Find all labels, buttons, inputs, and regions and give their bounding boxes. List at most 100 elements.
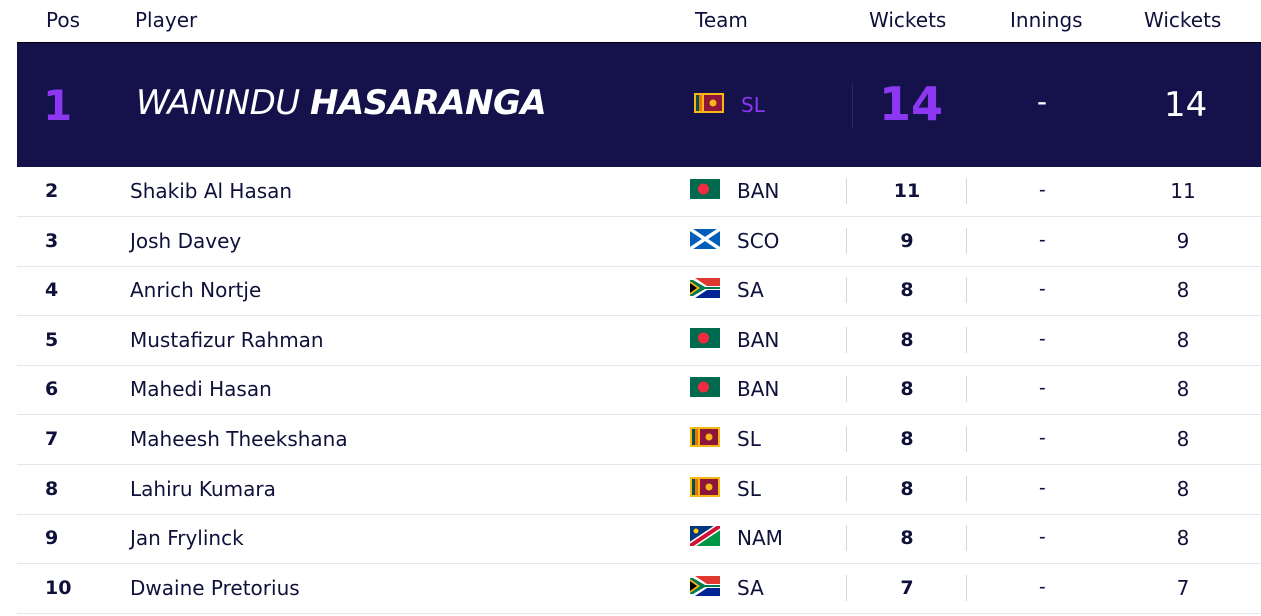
wickets-value-2: 8 xyxy=(1176,526,1190,551)
leader-innings: - xyxy=(1037,85,1047,118)
divider xyxy=(852,83,853,129)
innings-value: - xyxy=(1039,228,1046,251)
table-row[interactable]: 8 Lahiru Kumara SL 8 - 8 xyxy=(17,465,1261,515)
row-pos: 8 xyxy=(45,477,59,500)
wickets-value: 8 xyxy=(900,527,914,550)
innings-value: - xyxy=(1039,278,1046,301)
wickets-value-2: 8 xyxy=(1176,278,1190,303)
team-name: BAN xyxy=(737,377,780,402)
sri-lanka-flag-icon xyxy=(690,427,720,447)
table-row[interactable]: 10 Dwaine Pretorius SA 7 - 7 xyxy=(17,564,1261,614)
wickets-value-2: 8 xyxy=(1176,427,1190,451)
bangladesh-flag-icon xyxy=(690,327,720,348)
wickets-value: 8 xyxy=(900,428,914,450)
divider xyxy=(846,277,847,304)
row-pos: 3 xyxy=(45,229,59,252)
leader-team: SL xyxy=(741,93,765,117)
divider xyxy=(966,178,967,204)
player-name[interactable]: Lahiru Kumara xyxy=(130,476,276,501)
row-pos: 2 xyxy=(45,180,59,202)
player-name[interactable]: Dwaine Pretorius xyxy=(130,575,300,600)
table-row[interactable]: 6 Mahedi Hasan BAN 8 - 8 xyxy=(17,365,1261,416)
player-name[interactable]: Shakib Al Hasan xyxy=(130,179,293,203)
player-name[interactable]: Josh Davey xyxy=(130,228,242,253)
bangladesh-flag-icon xyxy=(690,377,720,398)
divider xyxy=(966,227,967,254)
team-name: SA xyxy=(737,575,764,600)
divider xyxy=(966,376,967,403)
innings-value: - xyxy=(1039,575,1046,598)
header-player[interactable]: Player xyxy=(135,8,198,32)
leader-wickets: 14 xyxy=(879,77,944,131)
divider xyxy=(846,525,847,552)
wickets-value: 9 xyxy=(900,229,914,252)
header-innings[interactable]: Innings xyxy=(1010,8,1083,32)
namibia-flag-icon xyxy=(690,526,720,547)
table-row[interactable]: 4 Anrich Nortje SA 8 - 8 xyxy=(17,266,1261,317)
table-row[interactable]: 9 Jan Frylinck NAM 8 - 8 xyxy=(17,514,1261,565)
row-pos: 4 xyxy=(45,279,59,302)
row-pos: 7 xyxy=(45,428,59,450)
table-header: Pos Player Team Wickets Innings Wickets xyxy=(0,0,1261,42)
team-name: SCO xyxy=(737,228,780,253)
scotland-flag-icon xyxy=(690,228,720,249)
wickets-value-2: 9 xyxy=(1176,228,1190,253)
header-team[interactable]: Team xyxy=(695,8,748,32)
player-name[interactable]: Jan Frylinck xyxy=(130,526,244,551)
wickets-value-2: 8 xyxy=(1176,327,1190,352)
wickets-value-2: 7 xyxy=(1176,575,1190,600)
team-name: NAM xyxy=(737,526,783,551)
wickets-value: 11 xyxy=(893,180,921,202)
innings-value: - xyxy=(1039,526,1046,549)
sri-lanka-flag-icon xyxy=(694,93,724,113)
divider xyxy=(966,326,967,353)
table-row[interactable]: 7 Maheesh Theekshana SL 8 - 8 xyxy=(17,415,1261,465)
leader-wickets-2: 14 xyxy=(1164,85,1208,125)
wickets-value-2: 8 xyxy=(1176,377,1190,402)
south-africa-flag-icon xyxy=(690,278,720,299)
wickets-value-2: 11 xyxy=(1170,179,1196,203)
team-name: SL xyxy=(737,476,761,501)
header-wickets-2[interactable]: Wickets xyxy=(1144,8,1222,32)
table-row[interactable]: 3 Josh Davey SCO 9 - 9 xyxy=(17,217,1261,267)
innings-value: - xyxy=(1039,377,1046,400)
divider xyxy=(966,475,967,502)
leader-first-name: WANINDU xyxy=(136,83,300,123)
player-name[interactable]: Mustafizur Rahman xyxy=(130,327,324,352)
wickets-value: 8 xyxy=(900,477,914,500)
player-name[interactable]: Maheesh Theekshana xyxy=(130,427,348,451)
leader-last-name: HASARANGA xyxy=(309,83,547,123)
wickets-value: 8 xyxy=(900,378,914,401)
divider xyxy=(846,426,847,452)
player-name[interactable]: Anrich Nortje xyxy=(130,278,262,303)
leader-name[interactable]: WANINDU HASARANGA xyxy=(136,83,547,123)
bangladesh-flag-icon xyxy=(690,179,720,199)
divider xyxy=(846,376,847,403)
table-row[interactable]: 2 Shakib Al Hasan BAN 11 - 11 xyxy=(17,167,1261,217)
leader-row[interactable]: 1 WANINDU HASARANGA SL 14 - 14 xyxy=(17,42,1261,167)
divider xyxy=(846,227,847,254)
innings-value: - xyxy=(1039,427,1046,449)
row-pos: 9 xyxy=(45,527,59,550)
team-name: BAN xyxy=(737,327,780,352)
innings-value: - xyxy=(1039,327,1046,350)
divider xyxy=(846,178,847,204)
innings-value: - xyxy=(1039,476,1046,499)
team-name: BAN xyxy=(737,179,780,203)
wickets-value: 8 xyxy=(900,328,914,351)
header-wickets[interactable]: Wickets xyxy=(869,8,947,32)
divider xyxy=(966,574,967,601)
table-row[interactable]: 5 Mustafizur Rahman BAN 8 - 8 xyxy=(17,316,1261,366)
divider xyxy=(966,277,967,304)
row-pos: 10 xyxy=(45,576,72,599)
row-pos: 6 xyxy=(45,378,59,401)
row-pos: 5 xyxy=(45,328,59,351)
team-name: SL xyxy=(737,427,761,451)
player-name[interactable]: Mahedi Hasan xyxy=(130,377,272,402)
divider xyxy=(846,326,847,353)
leader-pos: 1 xyxy=(43,81,73,130)
header-pos[interactable]: Pos xyxy=(46,8,81,32)
divider xyxy=(846,475,847,502)
wickets-value: 7 xyxy=(900,576,914,599)
wickets-value-2: 8 xyxy=(1176,476,1190,501)
